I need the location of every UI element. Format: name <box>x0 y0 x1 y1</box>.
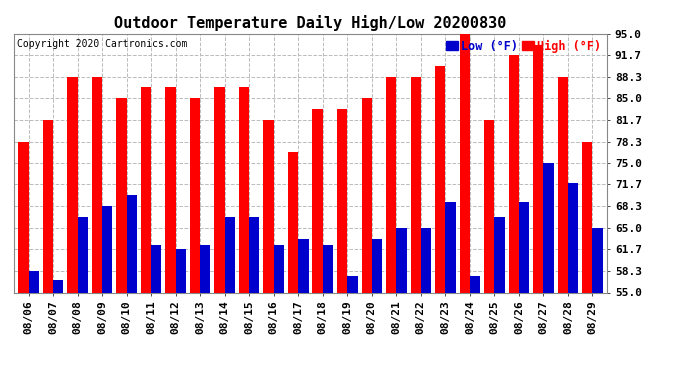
Bar <box>337 110 347 292</box>
Bar <box>43 120 53 292</box>
Bar <box>519 202 529 292</box>
Bar <box>298 239 308 292</box>
Bar <box>568 183 578 292</box>
Bar <box>362 99 372 292</box>
Bar <box>313 110 323 292</box>
Title: Outdoor Temperature Daily High/Low 20200830: Outdoor Temperature Daily High/Low 20200… <box>115 15 506 31</box>
Bar <box>264 120 274 292</box>
Bar <box>495 217 504 292</box>
Legend: Low (°F), High (°F): Low (°F), High (°F) <box>446 40 601 53</box>
Bar <box>470 276 480 292</box>
Bar <box>117 99 126 292</box>
Bar <box>274 245 284 292</box>
Bar <box>249 217 259 292</box>
Bar <box>77 217 88 292</box>
Bar <box>593 228 603 292</box>
Bar <box>18 142 28 292</box>
Bar <box>509 55 519 292</box>
Bar <box>92 77 102 292</box>
Bar <box>126 195 137 292</box>
Bar <box>323 245 333 292</box>
Bar <box>67 77 77 292</box>
Bar <box>176 249 186 292</box>
Bar <box>102 207 112 292</box>
Bar <box>28 271 39 292</box>
Bar <box>544 163 554 292</box>
Bar <box>460 34 470 292</box>
Bar <box>190 99 200 292</box>
Bar <box>411 77 421 292</box>
Bar <box>533 45 544 292</box>
Bar <box>215 87 225 292</box>
Bar <box>239 87 249 292</box>
Bar <box>421 228 431 292</box>
Bar <box>141 87 151 292</box>
Bar <box>372 239 382 292</box>
Bar <box>582 142 593 292</box>
Bar <box>347 276 357 292</box>
Bar <box>53 280 63 292</box>
Bar <box>445 202 455 292</box>
Bar <box>484 120 495 292</box>
Bar <box>166 87 176 292</box>
Bar <box>225 217 235 292</box>
Bar <box>200 245 210 292</box>
Bar <box>435 66 445 292</box>
Text: Copyright 2020 Cartronics.com: Copyright 2020 Cartronics.com <box>17 39 187 49</box>
Bar <box>151 245 161 292</box>
Bar <box>558 77 568 292</box>
Bar <box>288 152 298 292</box>
Bar <box>386 77 396 292</box>
Bar <box>396 228 406 292</box>
